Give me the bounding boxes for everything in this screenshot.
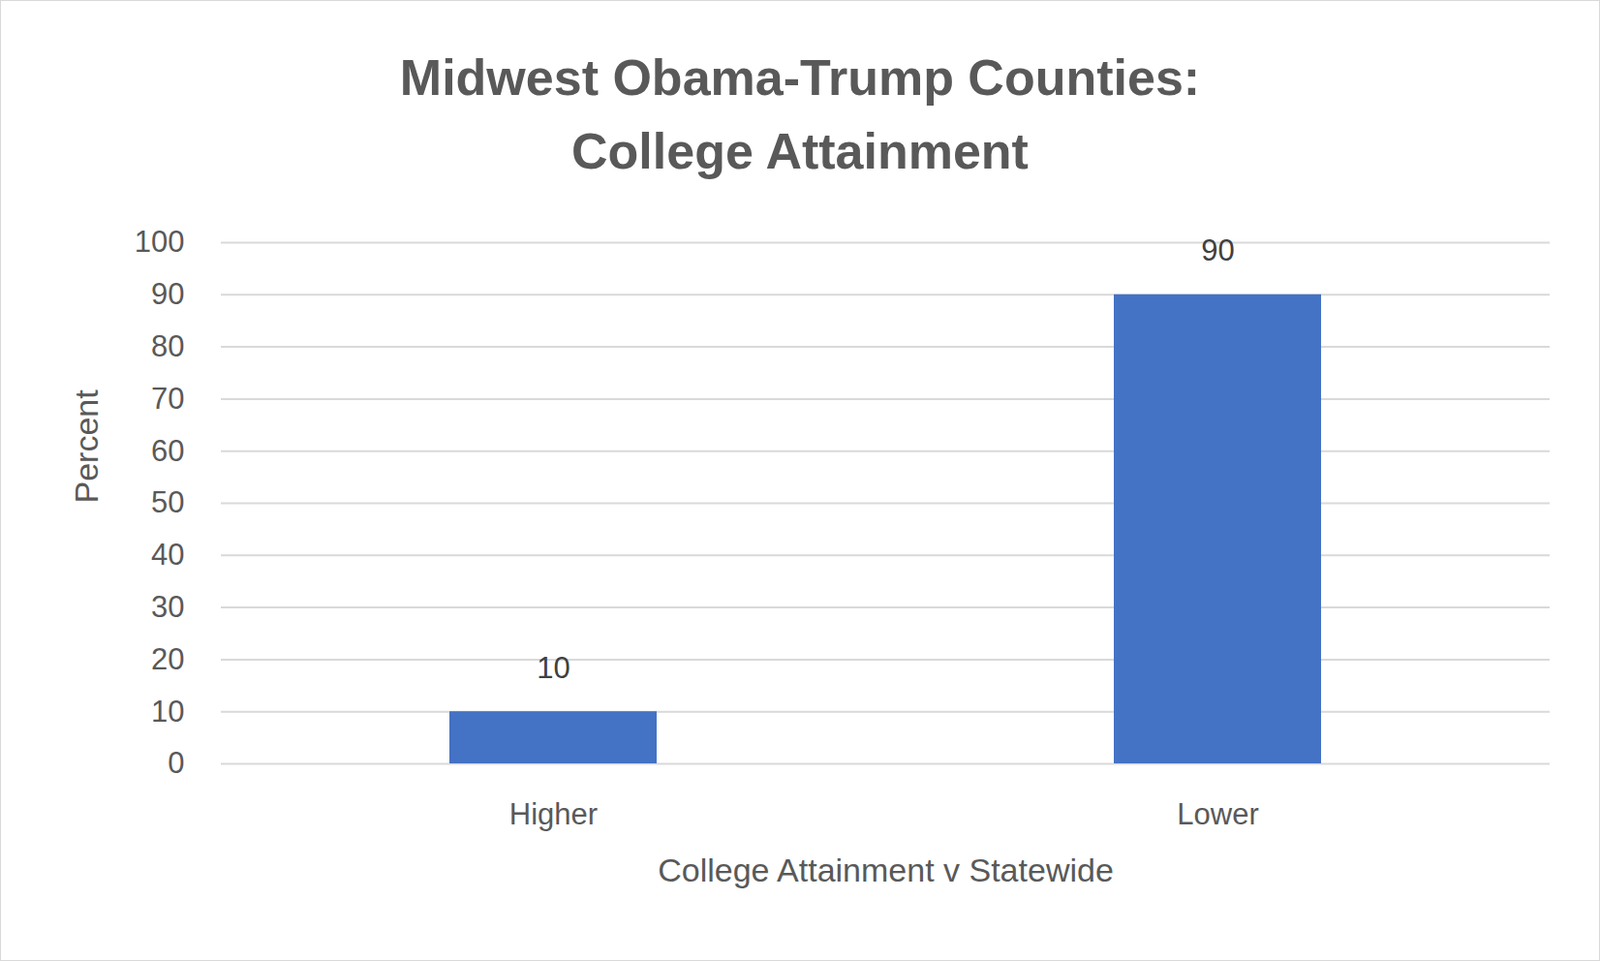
html-text:Midwest Obama-Trump Counties:: Midwest Obama-Trump Counties: College At… [399, 49, 1201, 180]
svg-text:100: 100 [134, 224, 185, 259]
svg-text:20: 20 [151, 642, 185, 677]
svg-text:0: 0 [167, 745, 185, 780]
svg-text:90: 90 [1200, 233, 1234, 268]
svg-text:College Attainment v Statewide: College Attainment v Statewide [657, 851, 1114, 889]
svg-text:70: 70 [151, 381, 185, 416]
svg-text:50: 50 [151, 485, 185, 520]
svg-text:30: 30 [151, 589, 185, 624]
svg-text:90: 90 [151, 276, 185, 311]
svg-text:10: 10 [151, 694, 185, 729]
svg-text:Percent: Percent [67, 389, 105, 504]
svg-text:40: 40 [151, 537, 185, 572]
svg-text:Higher: Higher [509, 797, 598, 831]
svg-text:80: 80 [151, 329, 185, 364]
svg-text:60: 60 [151, 433, 185, 468]
svg-text:Lower: Lower [1176, 797, 1259, 831]
svg-text:10: 10 [536, 650, 570, 685]
